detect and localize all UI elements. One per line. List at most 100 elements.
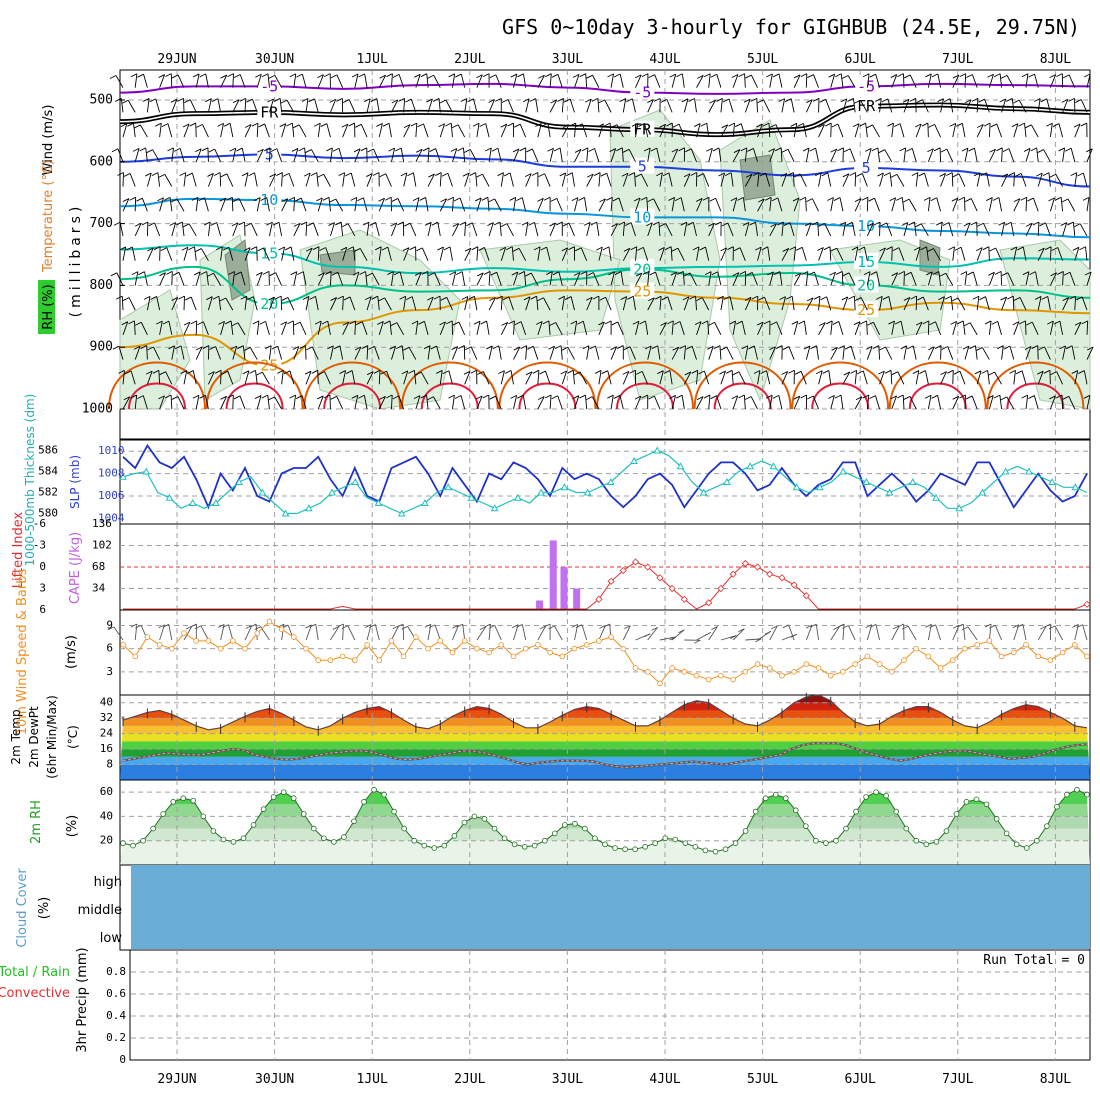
wind-barb (279, 98, 283, 113)
wind-barb (1086, 395, 1091, 410)
wind-barb-flag (740, 147, 747, 152)
wind-barb-flag (553, 147, 561, 152)
wind-barb-flag (939, 272, 946, 277)
warm-contour (596, 361, 694, 410)
wind10m-point (510, 653, 517, 660)
wind-barb (475, 172, 478, 187)
wind-barb (129, 173, 136, 187)
wind-barb-flag (119, 246, 126, 251)
isotherm-label: 25 (633, 283, 651, 301)
wind-barb-flag (593, 172, 601, 176)
wind-barb-flag (436, 370, 443, 374)
wind-barb-flag (704, 271, 712, 276)
wind-barb (561, 98, 564, 113)
wind-barb (952, 321, 958, 335)
wind-barb (177, 74, 185, 88)
wind-barb-flag (981, 369, 988, 374)
thickness-point (537, 488, 545, 496)
wind-barb-flag (416, 247, 423, 252)
wind-barb (658, 221, 661, 236)
wind-barb-flag (371, 295, 378, 300)
wind-barb-flag (861, 196, 869, 201)
wind-barb-flag (954, 246, 962, 251)
wind-barb (591, 396, 600, 410)
wind10m-barb-flag (599, 624, 606, 629)
rh2m-point (321, 835, 327, 842)
wind-barb-flag (352, 271, 360, 276)
wind-barb-flag (599, 296, 606, 301)
wind-barb-flag (632, 320, 640, 325)
wind-barb (342, 296, 344, 311)
wind-barb (561, 370, 568, 385)
wind-barb-flag (738, 394, 745, 399)
wind-barb (115, 75, 124, 88)
wind10m-point (913, 645, 919, 652)
wind-barb (420, 371, 429, 385)
wind-barb (842, 98, 848, 113)
wind10m-barb-flag (277, 623, 285, 628)
wind-barb-flag (291, 148, 299, 152)
isotherm-label-bg (854, 77, 879, 94)
wind-barb (708, 395, 711, 410)
wind-barb (779, 271, 783, 286)
wind-barb (952, 74, 960, 88)
wind-barb (220, 123, 224, 138)
wind10m-point (132, 653, 139, 660)
wind-barb (812, 395, 819, 410)
wind-barb-flag (699, 246, 706, 251)
wind-barb-flag (269, 272, 276, 277)
rh2m-point (612, 845, 618, 851)
wind-barb-flag (983, 122, 991, 127)
wind-barb (972, 271, 978, 286)
wind-barb (793, 123, 798, 138)
wind10m-barb-flag (738, 628, 745, 633)
wind-barb-flag (728, 122, 735, 127)
wind10m-barb (462, 624, 466, 641)
wind-barb (755, 222, 758, 237)
temp-band (120, 764, 1090, 780)
wind-barb-flag (628, 172, 635, 176)
wind10m-point (522, 645, 529, 652)
wind-barb (964, 222, 971, 237)
wind-barb (326, 123, 331, 138)
wind-barb-flag (994, 271, 1002, 275)
wind-barb (201, 248, 209, 261)
wind-barb-flag (439, 99, 447, 104)
wind-barb-flag (298, 147, 305, 152)
axis-label-minmax: (6hr Min/Max) (45, 695, 59, 779)
wind-barb-flag (381, 246, 389, 251)
wind10m-barb-flag (694, 639, 701, 644)
wind-barb (366, 345, 369, 360)
wind-barb (122, 321, 129, 335)
wind10m-barb (581, 624, 588, 641)
wind-barb (879, 98, 882, 113)
wind-barb (1049, 197, 1055, 212)
wind-barb (936, 197, 942, 212)
rh2m-point (160, 811, 166, 817)
wind10m-barb (994, 625, 1002, 641)
wind-barb-flag (550, 197, 558, 202)
wind-tick-label: 3 (106, 665, 113, 678)
wind-barb (1086, 320, 1089, 335)
wind-barb (1037, 98, 1041, 113)
wind-barb (976, 247, 983, 261)
wind-barb (1013, 321, 1020, 336)
wind-barb (805, 271, 809, 286)
rh2m-point (662, 835, 669, 842)
wind-barb (244, 296, 248, 311)
thickness-point (792, 483, 801, 491)
wind-barb (140, 322, 148, 336)
rh2m-point (290, 795, 297, 802)
wind-barb-flag (366, 272, 373, 277)
wind-barb-flag (897, 394, 904, 399)
wind-barb (610, 346, 617, 360)
wind-barb (238, 198, 246, 212)
wind-barb (265, 321, 270, 335)
wind-barb (757, 198, 765, 212)
wind-barb (439, 246, 444, 261)
wind-barb (753, 148, 758, 162)
wind-barb-flag (753, 370, 761, 374)
wind10m-barb (671, 629, 685, 641)
wind-barb-flag (238, 221, 245, 226)
wind-barb-flag (559, 172, 566, 177)
